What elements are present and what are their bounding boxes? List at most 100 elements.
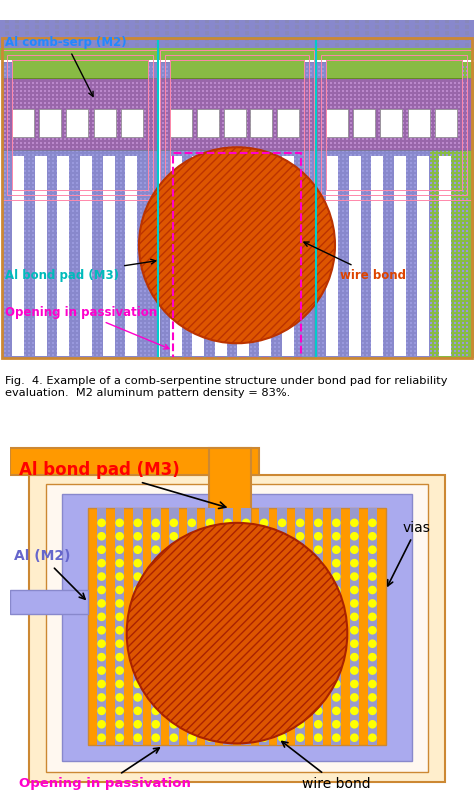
Bar	[162, 143, 164, 144]
Bar	[366, 83, 368, 84]
Bar	[88, 310, 90, 312]
Bar	[338, 107, 340, 108]
Bar	[446, 230, 448, 232]
Circle shape	[314, 693, 322, 702]
Bar	[52, 83, 54, 84]
Bar	[108, 198, 110, 200]
Bar	[190, 83, 192, 84]
Bar	[406, 346, 408, 348]
Bar	[458, 282, 460, 284]
Bar	[246, 155, 248, 156]
Bar	[435, 19, 439, 23]
Bar	[410, 326, 412, 328]
Bar	[186, 123, 188, 124]
Bar	[198, 294, 200, 296]
Bar	[422, 254, 424, 256]
Bar	[28, 143, 30, 144]
Bar	[286, 350, 288, 352]
Bar	[282, 131, 284, 132]
Bar	[8, 115, 10, 116]
Bar	[274, 123, 276, 124]
Bar	[112, 187, 114, 188]
Bar	[242, 254, 244, 256]
Bar	[370, 326, 372, 328]
Bar	[116, 298, 118, 300]
Bar	[28, 246, 30, 248]
Bar	[430, 318, 432, 320]
Bar	[100, 143, 102, 144]
Bar	[442, 111, 444, 112]
Bar	[294, 119, 296, 120]
Circle shape	[260, 693, 268, 702]
Bar	[76, 66, 78, 68]
Circle shape	[332, 559, 341, 567]
Bar	[100, 226, 102, 228]
Bar	[390, 87, 392, 88]
Bar	[390, 123, 392, 124]
Bar	[402, 258, 404, 260]
Bar	[282, 242, 284, 244]
Bar	[222, 95, 224, 96]
Bar	[234, 74, 236, 76]
Bar	[278, 338, 280, 340]
Bar	[346, 230, 348, 232]
Bar	[80, 87, 82, 88]
Bar	[68, 167, 70, 168]
Bar	[190, 119, 192, 120]
Bar	[322, 322, 324, 324]
Bar	[294, 187, 296, 188]
Bar	[394, 306, 396, 308]
Bar	[112, 310, 114, 312]
Bar	[246, 234, 248, 236]
Bar	[238, 103, 240, 104]
Bar	[278, 270, 280, 272]
Bar	[226, 302, 228, 304]
Bar	[318, 202, 320, 204]
Bar	[318, 250, 320, 252]
Bar	[56, 294, 58, 296]
Bar	[366, 119, 368, 120]
Bar	[8, 310, 10, 312]
Circle shape	[332, 626, 341, 634]
Bar	[12, 210, 14, 212]
Bar	[334, 270, 336, 272]
Bar	[174, 262, 176, 264]
Bar	[434, 214, 436, 216]
Bar	[446, 147, 448, 148]
Bar	[52, 115, 54, 116]
Bar	[170, 147, 172, 148]
Bar	[198, 83, 200, 84]
Bar	[406, 175, 408, 176]
Bar	[402, 66, 404, 68]
Bar	[358, 103, 360, 104]
Bar	[254, 74, 256, 76]
Bar	[286, 194, 288, 196]
Bar	[68, 111, 70, 112]
Bar	[108, 230, 110, 232]
Bar	[174, 115, 176, 116]
Bar	[278, 87, 280, 88]
Bar	[80, 222, 82, 224]
Bar	[458, 115, 460, 116]
Bar	[64, 198, 66, 200]
Bar	[166, 99, 168, 100]
Bar	[52, 147, 54, 148]
Bar	[414, 123, 416, 124]
Bar	[402, 83, 404, 84]
Bar	[414, 139, 416, 140]
Bar	[222, 103, 224, 104]
Bar	[136, 159, 138, 160]
Bar	[350, 83, 352, 84]
Bar	[55, 26, 59, 30]
Bar	[222, 274, 224, 276]
Bar	[104, 330, 106, 332]
Bar	[104, 250, 106, 252]
Bar	[410, 194, 412, 196]
Bar	[254, 346, 256, 348]
Bar	[100, 139, 102, 140]
Bar	[374, 290, 376, 292]
Bar	[406, 246, 408, 248]
Bar	[80, 318, 82, 320]
Bar	[80, 115, 82, 116]
Bar	[394, 87, 396, 88]
